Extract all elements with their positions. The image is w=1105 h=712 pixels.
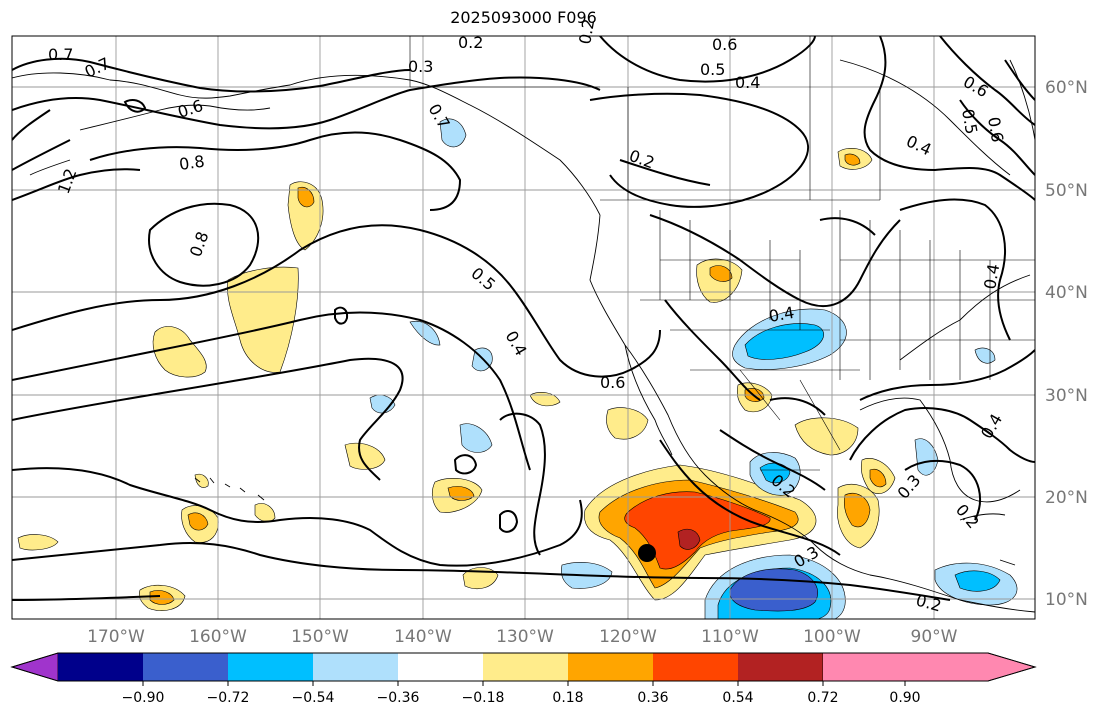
- lon-label: 170°W: [87, 627, 145, 647]
- colorbar-tick-label: 0.18: [552, 690, 583, 706]
- colorbar-tick-label: 0.72: [807, 690, 838, 706]
- contour-label: 0.3: [408, 57, 433, 76]
- graticule: [12, 36, 1035, 619]
- colorbar-segment: [568, 653, 653, 681]
- colorbar-segment: [653, 653, 738, 681]
- colorbar-arrow-min: [10, 652, 59, 682]
- colorbar-tick-label: −0.90: [122, 690, 165, 706]
- map-border: [11, 35, 1036, 620]
- contour-label: 0.5: [958, 107, 981, 135]
- lon-label: 150°W: [291, 627, 349, 647]
- lat-label: 50°N: [1045, 181, 1088, 201]
- contours: [12, 36, 1035, 601]
- contour-label: 0.7: [48, 45, 73, 64]
- contour-label: 0.6: [984, 115, 1007, 143]
- lat-label: 60°N: [1045, 78, 1088, 98]
- lon-label: 110°W: [701, 627, 759, 647]
- lon-label: 140°W: [394, 627, 452, 647]
- lat-label: 20°N: [1045, 488, 1088, 508]
- map-title: 2025093000 F096: [450, 8, 597, 27]
- contour-label: 0.4: [980, 262, 1003, 290]
- colorbar-segment: [58, 653, 143, 681]
- contour-label: 0.2: [458, 33, 483, 52]
- lon-label: 130°W: [496, 627, 554, 647]
- lon-label: 90°W: [911, 627, 958, 647]
- contour-label: 0.6: [712, 35, 737, 54]
- longitude-labels: 170°W 160°W 150°W 140°W 130°W 120°W 110°…: [87, 627, 958, 647]
- lon-label: 160°W: [189, 627, 247, 647]
- colorbar-outline: [10, 652, 1037, 682]
- colorbar-tick-label: 0.36: [637, 690, 668, 706]
- colorbar-tick-label: −0.18: [462, 690, 505, 706]
- lat-label: 10°N: [1045, 590, 1088, 610]
- colorbar-segment: [228, 653, 313, 681]
- colorbar-segment: [143, 653, 228, 681]
- lon-label: 120°W: [599, 627, 657, 647]
- colorbar-tick-label: −0.54: [292, 690, 335, 706]
- latitude-labels: 60°N 50°N 40°N 30°N 20°N 10°N: [1045, 78, 1088, 610]
- contour-label: 0.6: [600, 373, 625, 392]
- colorbar-tick-label: 0.54: [722, 690, 753, 706]
- location-marker: [638, 544, 656, 562]
- contour-label: 0.2: [575, 17, 598, 45]
- colorbar-segment: [313, 653, 398, 681]
- colorbar-tick-label: −0.36: [377, 690, 420, 706]
- colorbar: −0.90 −0.72 −0.54 −0.36 −0.18 0.18 0.36 …: [10, 652, 1037, 706]
- colorbar-segment: [398, 653, 483, 681]
- colorbar-tick-label: −0.72: [207, 690, 250, 706]
- colorbar-segment: [823, 653, 905, 681]
- colorbar-segment: [738, 653, 823, 681]
- coastlines: [12, 59, 1035, 613]
- colorbar-segment: [483, 653, 568, 681]
- contour-label: 0.4: [767, 303, 795, 326]
- contour-label: 0.5: [700, 60, 725, 79]
- lat-label: 40°N: [1045, 283, 1088, 303]
- lat-label: 30°N: [1045, 386, 1088, 406]
- political-borders: [409, 36, 1035, 471]
- contour-label: 0.4: [735, 73, 760, 92]
- colorbar-tick-label: 0.90: [889, 690, 920, 706]
- colorbar-tick-marks: [142, 681, 906, 686]
- contour-label: 0.8: [178, 152, 206, 174]
- lon-label: 100°W: [803, 627, 861, 647]
